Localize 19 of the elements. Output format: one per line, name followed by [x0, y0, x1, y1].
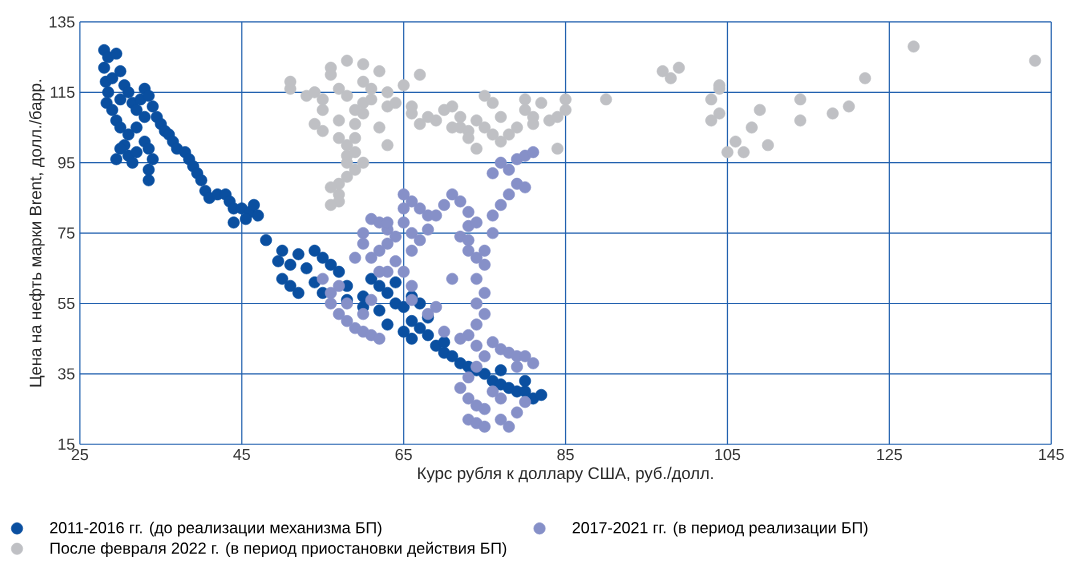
- y-tick-label: 135: [49, 16, 75, 28]
- x-axis-title: Курс рубля к доллару США, руб./долл.: [418, 466, 713, 483]
- y-tick-label: 55: [58, 297, 75, 310]
- y-axis-title: Цена на нефть марки Brent, долл./барр.: [29, 79, 45, 387]
- y-tick-label: 75: [58, 227, 75, 239]
- legend-label: 2011-2016 гг. (до реализации механизма БП): [50, 521, 382, 537]
- x-tick-label: 105: [715, 448, 741, 461]
- x-tick-label: 85: [557, 448, 574, 461]
- x-tick-label: 65: [395, 448, 412, 461]
- y-tick-label: 15: [58, 438, 75, 450]
- y-tick-label: 95: [58, 157, 75, 169]
- x-tick-label: 125: [877, 448, 902, 461]
- legend-label: 2017-2021 гг. (в период реализации БП): [572, 521, 868, 537]
- y-tick-label: 115: [50, 86, 75, 98]
- x-tick-label: 145: [1039, 448, 1064, 461]
- x-tick-label: 25: [71, 448, 89, 461]
- x-tick-label: 45: [233, 448, 250, 461]
- legend-label: После февраля 2022 г. (в период приостановки действия БП): [50, 541, 507, 558]
- y-tick-label: 35: [58, 368, 75, 380]
